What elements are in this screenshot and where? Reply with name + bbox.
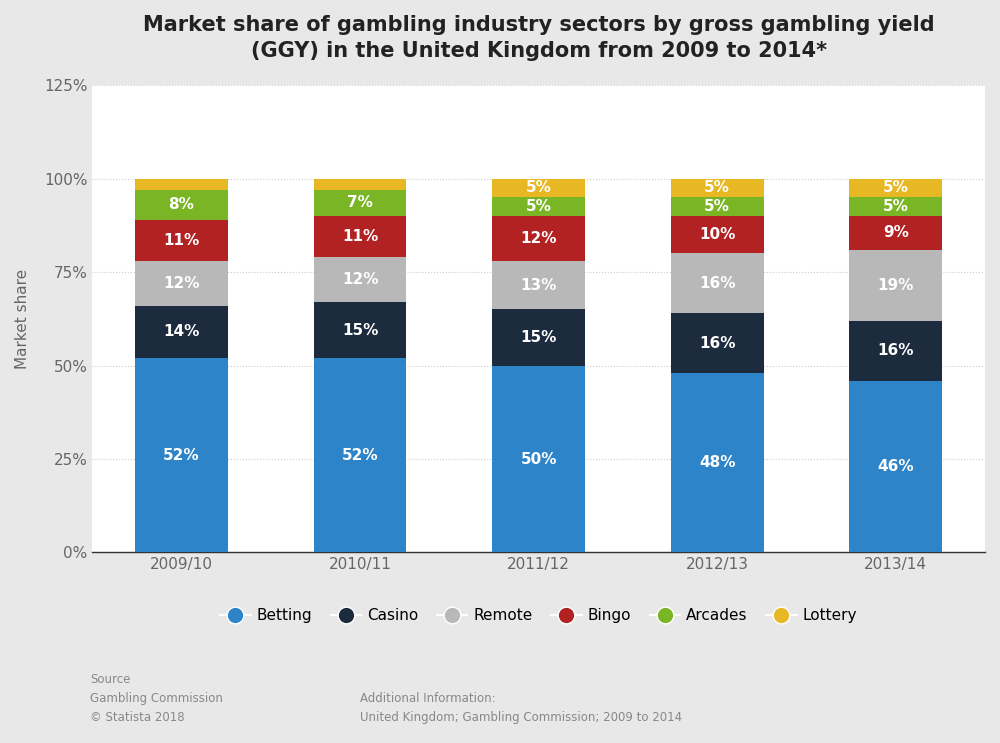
Bar [849, 380, 942, 553]
Bar [849, 250, 942, 321]
Bar [135, 306, 228, 358]
Text: 52%: 52% [342, 448, 378, 463]
Y-axis label: Market share: Market share [15, 269, 30, 369]
Bar [314, 190, 406, 216]
Text: 50%: 50% [520, 452, 557, 467]
Bar [135, 220, 228, 261]
Text: 16%: 16% [699, 336, 735, 351]
Text: 12%: 12% [163, 276, 200, 291]
Text: 5%: 5% [704, 199, 730, 214]
Bar [314, 302, 406, 358]
Legend: Betting, Casino, Remote, Bingo, Arcades, Lottery: Betting, Casino, Remote, Bingo, Arcades,… [214, 602, 863, 629]
Text: 11%: 11% [342, 229, 378, 244]
Bar [314, 257, 406, 302]
Text: 13%: 13% [520, 278, 557, 293]
Bar [492, 366, 585, 553]
Text: 48%: 48% [699, 455, 735, 470]
Bar [135, 358, 228, 553]
Text: 10%: 10% [699, 227, 735, 242]
Bar [492, 216, 585, 261]
Title: Market share of gambling industry sectors by gross gambling yield
(GGY) in the U: Market share of gambling industry sector… [143, 15, 934, 62]
Text: Source
Gambling Commission
© Statista 2018: Source Gambling Commission © Statista 20… [90, 673, 223, 724]
Bar [314, 358, 406, 553]
Bar [671, 198, 764, 216]
Bar [135, 261, 228, 306]
Text: 46%: 46% [877, 459, 914, 474]
Bar [671, 178, 764, 198]
Text: 7%: 7% [347, 195, 373, 210]
Text: 15%: 15% [342, 322, 378, 337]
Text: 8%: 8% [169, 198, 194, 212]
Bar [492, 198, 585, 216]
Bar [671, 314, 764, 373]
Text: 14%: 14% [163, 325, 200, 340]
Text: 5%: 5% [704, 181, 730, 195]
Text: Additional Information:
United Kingdom; Gambling Commission; 2009 to 2014: Additional Information: United Kingdom; … [360, 692, 682, 724]
Text: 52%: 52% [163, 448, 200, 463]
Text: 5%: 5% [526, 199, 552, 214]
Bar [671, 373, 764, 553]
Bar [849, 178, 942, 198]
Bar [314, 178, 406, 190]
Text: 9%: 9% [883, 225, 909, 240]
Text: 12%: 12% [520, 231, 557, 246]
Bar [671, 253, 764, 314]
Bar [849, 198, 942, 216]
Bar [492, 261, 585, 310]
Bar [135, 190, 228, 220]
Bar [849, 216, 942, 250]
Text: 16%: 16% [699, 276, 735, 291]
Bar [135, 178, 228, 190]
Text: 5%: 5% [883, 199, 909, 214]
Text: 11%: 11% [163, 233, 200, 248]
Bar [671, 216, 764, 253]
Bar [314, 216, 406, 257]
Text: 5%: 5% [526, 181, 552, 195]
Bar [492, 178, 585, 198]
Bar [849, 321, 942, 380]
Bar [492, 310, 585, 366]
Text: 19%: 19% [878, 278, 914, 293]
Text: 16%: 16% [877, 343, 914, 358]
Text: 5%: 5% [883, 181, 909, 195]
Text: 15%: 15% [520, 330, 557, 345]
Text: 12%: 12% [342, 272, 378, 287]
